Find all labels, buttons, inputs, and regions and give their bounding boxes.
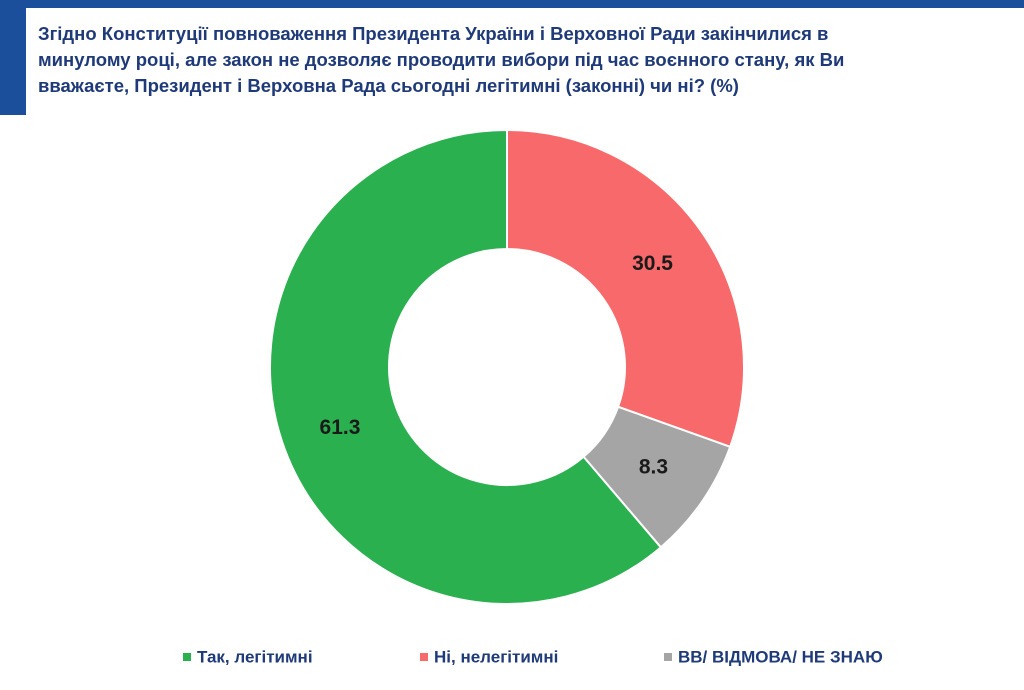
legend-label: Ні, нелегітимні bbox=[434, 647, 558, 666]
value-label: 61.3 bbox=[320, 416, 361, 439]
chart-title: Згідно Конституції повноваження Президен… bbox=[38, 23, 844, 96]
side-band bbox=[0, 0, 26, 115]
top-band bbox=[0, 0, 1024, 8]
slice bbox=[506, 128, 745, 449]
value-labels: 30.5 8.3 61.3 bbox=[320, 252, 674, 479]
title-line: вважаєте, Президент і Верховна Рада сьог… bbox=[38, 75, 739, 96]
legend: Так, легітимні Ні, нелегітимні ВВ/ ВІДМОВА… bbox=[183, 647, 883, 666]
legend-marker bbox=[664, 653, 672, 661]
legend-label: ВВ/ ВІДМОВА/ НЕ ЗНАЮ bbox=[678, 647, 883, 666]
legend-label: Так, легітимні bbox=[197, 647, 313, 666]
title-line: Згідно Конституції повноваження Президен… bbox=[38, 23, 828, 44]
title-line: минулому році, але закон не дозволяє про… bbox=[38, 49, 844, 70]
donut bbox=[269, 128, 745, 605]
legend-marker bbox=[420, 653, 428, 661]
value-label: 8.3 bbox=[639, 456, 668, 479]
slice bbox=[269, 128, 663, 605]
value-label: 30.5 bbox=[632, 252, 673, 275]
legend-marker bbox=[183, 653, 191, 661]
